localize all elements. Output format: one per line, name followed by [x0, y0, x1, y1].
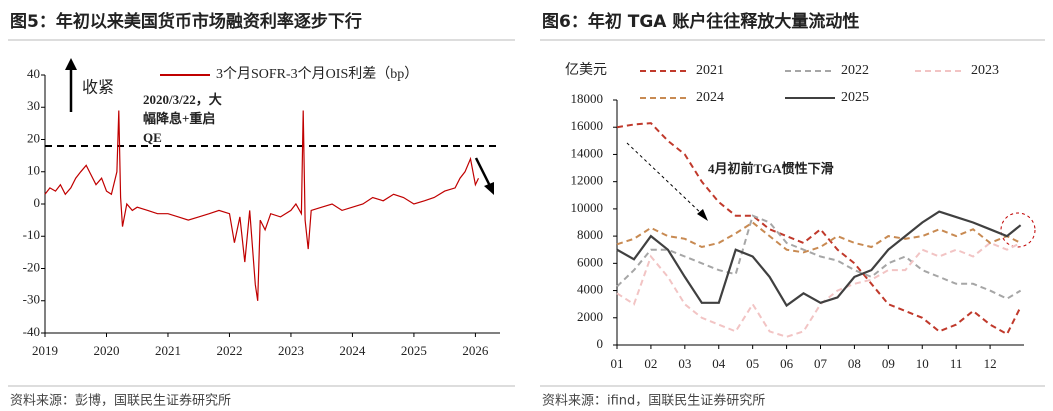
- annotation: 收紧: [82, 78, 114, 97]
- x-tick-label: 2021: [155, 343, 181, 358]
- y-tick-label: 4000: [577, 282, 603, 297]
- series-line: [44, 110, 480, 301]
- legend-label: 3个月SOFR-3个月OIS利差（bp）: [216, 66, 418, 82]
- y-tick-label: 10000: [571, 200, 604, 215]
- arrow-head: [697, 209, 708, 221]
- chart-title: 图6：年初 TGA 账户往往释放大量流动性: [542, 11, 859, 32]
- x-tick-label: 2025: [401, 343, 427, 358]
- y-tick-label: -30: [23, 292, 40, 307]
- highlight-circle: [1000, 212, 1036, 248]
- y-tick-label: -10: [23, 227, 40, 242]
- annotation: 幅降息+重启: [143, 111, 215, 126]
- y-tick-label: 20: [27, 130, 40, 145]
- x-tick-label: 2023: [278, 343, 304, 358]
- y-tick-label: 6000: [577, 254, 603, 269]
- arrow-head: [484, 182, 494, 195]
- legend-label: 2023: [971, 63, 999, 78]
- x-tick-label: 2020: [93, 343, 119, 358]
- legend-label: 2022: [841, 63, 869, 78]
- x-tick-label: 10: [916, 356, 929, 371]
- annotation: 2020/3/22，大: [143, 92, 222, 107]
- y-tick-label: -20: [23, 259, 40, 274]
- x-tick-label: 02: [644, 356, 657, 371]
- annotation: QE: [143, 130, 162, 145]
- x-tick-label: 07: [814, 356, 828, 371]
- source: 资料来源：彭博，国联民生证券研究所: [10, 393, 231, 409]
- annotation: 4月初前TGA惯性下滑: [708, 161, 834, 176]
- y-tick-label: 16000: [571, 118, 604, 133]
- x-tick-label: 09: [882, 356, 895, 371]
- x-tick-label: 12: [984, 356, 997, 371]
- x-tick-label: 11: [950, 356, 963, 371]
- legend-label: 2024: [696, 90, 724, 105]
- source: 资料来源：ifind，国联民生证券研究所: [542, 393, 765, 409]
- chart-title: 图5：年初以来美国货币市场融资利率逐步下行: [10, 11, 362, 32]
- x-tick-label: 08: [848, 356, 861, 371]
- arrow: [474, 157, 492, 187]
- arrow-head: [65, 58, 77, 70]
- y-tick-label: 30: [27, 98, 40, 113]
- y-tick-label: 8000: [577, 227, 603, 242]
- x-tick-label: 03: [678, 356, 691, 371]
- series-line: [616, 241, 1022, 338]
- x-tick-label: 05: [746, 356, 759, 371]
- y-tick-label: -40: [23, 324, 40, 339]
- x-tick-label: 04: [712, 356, 726, 371]
- series-line: [616, 122, 1022, 336]
- y-tick-label: 40: [27, 66, 40, 81]
- y-tick-label: 18000: [571, 91, 604, 106]
- y-tick-label: 14000: [571, 145, 604, 160]
- x-tick-label: 06: [780, 356, 794, 371]
- y-tick-label: 0: [597, 336, 604, 351]
- x-tick-label: 2024: [339, 343, 366, 358]
- x-tick-label: 2019: [32, 343, 58, 358]
- x-tick-label: 01: [611, 356, 624, 371]
- y-tick-label: 2000: [577, 309, 603, 324]
- series-line: [616, 210, 1022, 308]
- legend-label: 2021: [696, 63, 724, 78]
- series-line: [616, 214, 1022, 300]
- y-tick-label: 12000: [571, 173, 604, 188]
- arrow: [626, 142, 704, 216]
- axis-label: 亿美元: [565, 62, 607, 78]
- y-tick-label: 0: [34, 195, 41, 210]
- series-line: [616, 221, 1022, 254]
- legend-label: 2025: [841, 90, 869, 105]
- x-tick-label: 2026: [462, 343, 489, 358]
- x-tick-label: 2022: [216, 343, 242, 358]
- y-tick-label: 10: [27, 163, 40, 178]
